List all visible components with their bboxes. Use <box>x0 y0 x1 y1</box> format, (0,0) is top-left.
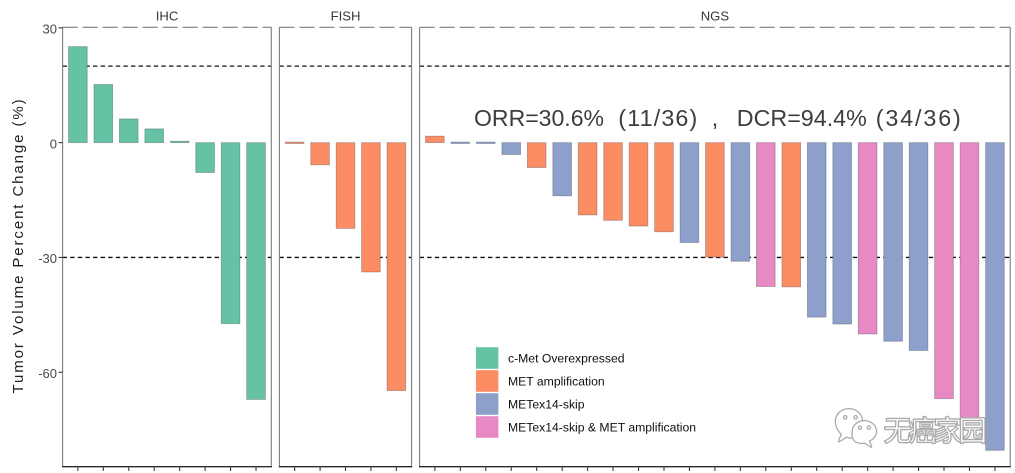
svg-text:NGS: NGS <box>701 9 730 24</box>
svg-text:0: 0 <box>50 136 57 151</box>
svg-text:DCR=94.4%: DCR=94.4% <box>737 105 867 131</box>
svg-text:IHC: IHC <box>156 9 179 24</box>
svg-text:,: , <box>712 105 718 131</box>
svg-text:-30: -30 <box>38 251 57 266</box>
svg-text:30: 30 <box>43 21 57 36</box>
svg-text:(11/36): (11/36) <box>618 105 697 131</box>
svg-text:MET amplification: MET amplification <box>508 375 605 389</box>
svg-text:METex14-skip & MET amplificati: METex14-skip & MET amplification <box>508 421 696 435</box>
svg-text:ORR=30.6%: ORR=30.6% <box>474 105 604 131</box>
svg-text:-60: -60 <box>38 366 57 381</box>
svg-text:METex14-skip: METex14-skip <box>508 398 585 412</box>
svg-text:FISH: FISH <box>331 9 361 24</box>
svg-text:(34/36): (34/36) <box>876 105 961 131</box>
svg-text:c-Met Overexpressed: c-Met Overexpressed <box>508 352 625 366</box>
svg-text:Tumor Volume Percent Change (%: Tumor Volume Percent Change (%) <box>10 98 27 394</box>
